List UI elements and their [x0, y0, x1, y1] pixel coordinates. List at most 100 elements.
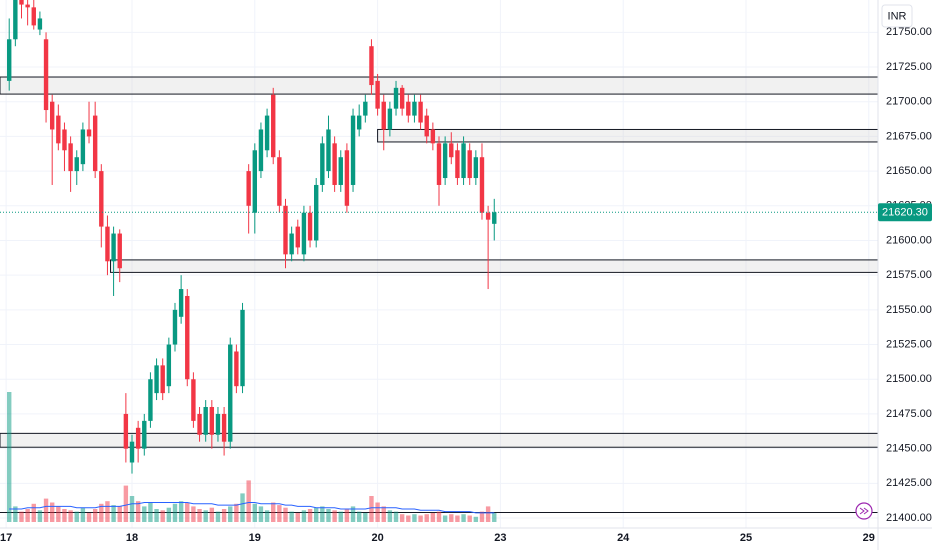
- candle-body: [43, 39, 49, 111]
- volume-bar: [492, 512, 497, 522]
- go-to-realtime-icon: [859, 507, 869, 515]
- candle-body: [449, 143, 454, 158]
- candle-body: [301, 212, 307, 255]
- candle-body: [350, 115, 356, 185]
- candle-body: [252, 150, 258, 213]
- volume-bar: [37, 510, 43, 522]
- y-tick-label: 21725.00: [886, 61, 932, 73]
- candle-body: [338, 157, 343, 185]
- volume-bar: [160, 510, 165, 522]
- volume-bar: [399, 514, 405, 522]
- volume-bar: [295, 512, 300, 522]
- candle-body: [412, 101, 417, 116]
- volume-bar: [99, 503, 104, 522]
- candle-body: [375, 80, 380, 109]
- candle-body: [111, 233, 116, 262]
- candle-body: [154, 365, 159, 394]
- volume-bar: [92, 509, 98, 522]
- volume-bar: [350, 506, 356, 522]
- candle-body: [74, 157, 79, 172]
- volume-bar: [258, 506, 264, 522]
- candle-body: [442, 143, 448, 179]
- candle-body: [283, 205, 288, 255]
- x-tick-label: 17: [0, 532, 12, 544]
- candle-body: [387, 108, 393, 130]
- volume-bar: [283, 507, 288, 522]
- zone: [0, 76, 878, 95]
- volume-bar: [264, 510, 270, 522]
- volume-bar: [393, 511, 399, 522]
- volume-bar: [356, 511, 362, 522]
- candle-body: [418, 101, 423, 123]
- candle-body: [332, 143, 337, 185]
- zone: [377, 128, 878, 143]
- candle-body: [56, 115, 61, 144]
- volume-bar: [418, 515, 423, 522]
- candle-body: [172, 309, 178, 345]
- candle-body: [492, 212, 497, 224]
- candle-body: [92, 115, 98, 172]
- volume-bar: [381, 506, 386, 522]
- candle-body: [240, 309, 245, 387]
- last-price-badge: [878, 203, 932, 222]
- candle-body: [80, 129, 86, 165]
- candle-body: [68, 143, 73, 172]
- volume-bar: [86, 512, 92, 522]
- volume-ma-line: [9, 502, 495, 514]
- volume-bar: [142, 506, 147, 522]
- candle-body: [277, 157, 282, 206]
- volume-bar: [449, 514, 454, 522]
- candle-body: [430, 129, 436, 144]
- volume-bar: [228, 506, 233, 522]
- volume-bar: [307, 509, 313, 522]
- candle-body: [13, 0, 18, 40]
- volume-bar: [43, 498, 49, 522]
- y-tick-label: 21525.00: [886, 338, 932, 350]
- candle-body: [185, 295, 190, 380]
- candle-body: [356, 115, 362, 130]
- y-tick-label: 21675.00: [886, 130, 932, 142]
- volume-bar: [424, 514, 429, 522]
- volume-bar: [363, 512, 368, 522]
- volume-bar: [7, 392, 12, 522]
- volume-bar: [105, 501, 110, 522]
- currency-box[interactable]: [881, 4, 913, 28]
- y-tick-label: 21750.00: [886, 26, 932, 38]
- candle-body: [86, 129, 92, 137]
- candle-body: [178, 289, 184, 317]
- volume-bar: [332, 510, 337, 522]
- volume-bar: [62, 509, 67, 522]
- volume-bar: [485, 506, 491, 522]
- candle-body: [461, 143, 466, 179]
- x-tick-label: 19: [249, 532, 261, 544]
- candle-body: [473, 157, 479, 179]
- candle-body: [148, 379, 153, 421]
- volume-bar: [412, 514, 417, 522]
- volume-bar: [203, 510, 208, 522]
- plot-area: [0, 0, 878, 522]
- candle-body: [129, 441, 135, 463]
- y-tick-label: 21550.00: [886, 304, 932, 316]
- candle-body: [215, 413, 221, 435]
- volume-bar: [277, 505, 282, 522]
- volume-bar: [56, 506, 61, 522]
- volume-bar: [49, 502, 55, 522]
- candle-body: [19, 0, 24, 5]
- x-tick-label: 20: [371, 532, 383, 544]
- candle-body: [424, 115, 429, 137]
- volume-bar: [74, 511, 79, 522]
- volume-bar: [375, 502, 380, 522]
- volume-bar: [129, 496, 135, 522]
- volume-bar: [209, 507, 215, 522]
- candle-body: [135, 427, 141, 449]
- y-tick-label: 21400.00: [886, 512, 932, 524]
- volume-bar: [154, 509, 159, 522]
- candle-body: [264, 115, 270, 151]
- candle-body: [228, 344, 233, 442]
- volume-bar: [473, 516, 479, 522]
- candle-body: [7, 39, 12, 81]
- volume-bar: [252, 503, 258, 522]
- volume-bar: [13, 506, 18, 522]
- volume-bar: [314, 507, 319, 522]
- volume-bar: [68, 510, 73, 522]
